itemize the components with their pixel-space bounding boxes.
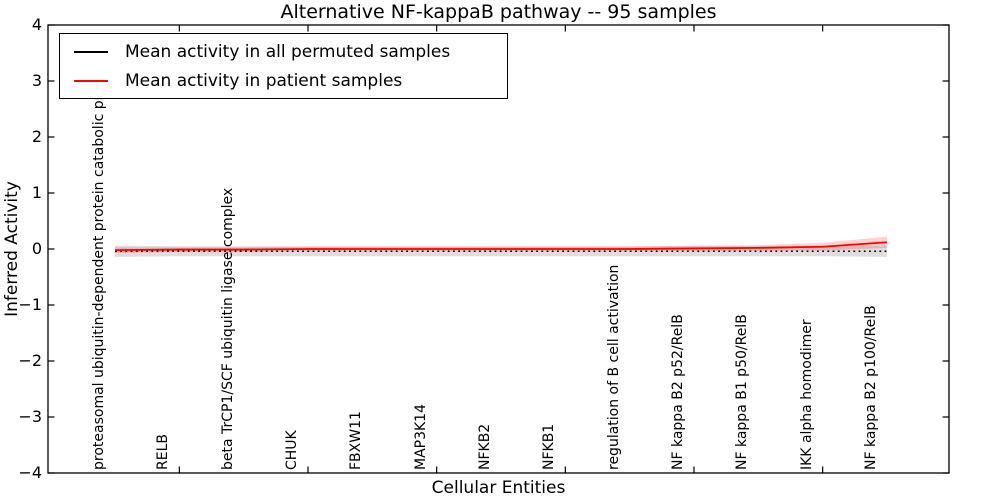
y-tick-label: −3	[18, 407, 42, 426]
legend-label-permuted: Mean activity in all permuted samples	[125, 41, 451, 62]
entity-label: NFKB2	[477, 423, 493, 470]
entity-label: proteasomal ubiquitin-dependent protein …	[91, 55, 107, 470]
y-tick-label: 0	[31, 239, 42, 258]
y-tick-label: 3	[31, 71, 42, 90]
y-tick-label: −2	[18, 351, 42, 370]
chart-title: Alternative NF-kappaB pathway -- 95 samp…	[280, 1, 717, 23]
legend-line-permuted-icon	[74, 50, 108, 53]
entity-label: beta TrCP1/SCF ubiquitin ligase complex	[219, 187, 236, 470]
entity-label: IKK alpha homodimer	[798, 319, 815, 470]
legend-row-permuted: Mean activity in all permuted samples	[60, 37, 507, 66]
y-tick-label: 4	[31, 15, 42, 34]
entity-label: NF kappa B2 p52/RelB	[670, 314, 686, 470]
legend-label-patient: Mean activity in patient samples	[125, 70, 403, 91]
entity-label: RELB	[155, 434, 172, 470]
entity-label: NF kappa B1 p50/RelB	[734, 314, 751, 470]
y-tick-label: 2	[31, 127, 42, 146]
x-axis-label: Cellular Entities	[431, 478, 566, 498]
entity-label: MAP3K14	[412, 403, 429, 470]
entity-label: CHUK	[284, 430, 300, 470]
legend-line-patient-icon	[74, 79, 108, 82]
legend-row-patient: Mean activity in patient samples	[60, 66, 507, 95]
entity-label: regulation of B cell activation	[605, 264, 622, 470]
entity-label: NFKB1	[541, 423, 558, 470]
y-tick-label: −1	[18, 295, 42, 314]
y-tick-label: 1	[31, 183, 42, 202]
y-tick-label: −4	[18, 463, 42, 482]
legend: Mean activity in all permuted samples Me…	[59, 33, 508, 99]
entity-label: NF kappa B2 p100/RelB	[863, 305, 879, 470]
entity-label: FBXW11	[348, 411, 365, 470]
